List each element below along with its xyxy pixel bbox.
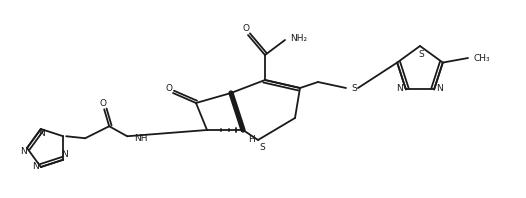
Text: N: N bbox=[397, 84, 403, 93]
Text: N: N bbox=[33, 162, 39, 170]
Text: O: O bbox=[242, 24, 249, 32]
Text: O: O bbox=[166, 84, 173, 92]
Text: NH: NH bbox=[134, 134, 148, 143]
Text: H: H bbox=[248, 135, 255, 145]
Text: N: N bbox=[38, 129, 45, 138]
Text: S: S bbox=[351, 84, 357, 92]
Text: N: N bbox=[19, 147, 26, 155]
Text: N: N bbox=[61, 150, 67, 159]
Text: O: O bbox=[100, 99, 107, 108]
Text: NH₂: NH₂ bbox=[290, 33, 308, 43]
Text: CH₃: CH₃ bbox=[474, 53, 490, 63]
Text: S: S bbox=[259, 144, 265, 152]
Text: S: S bbox=[418, 50, 424, 58]
Text: N: N bbox=[436, 84, 442, 93]
